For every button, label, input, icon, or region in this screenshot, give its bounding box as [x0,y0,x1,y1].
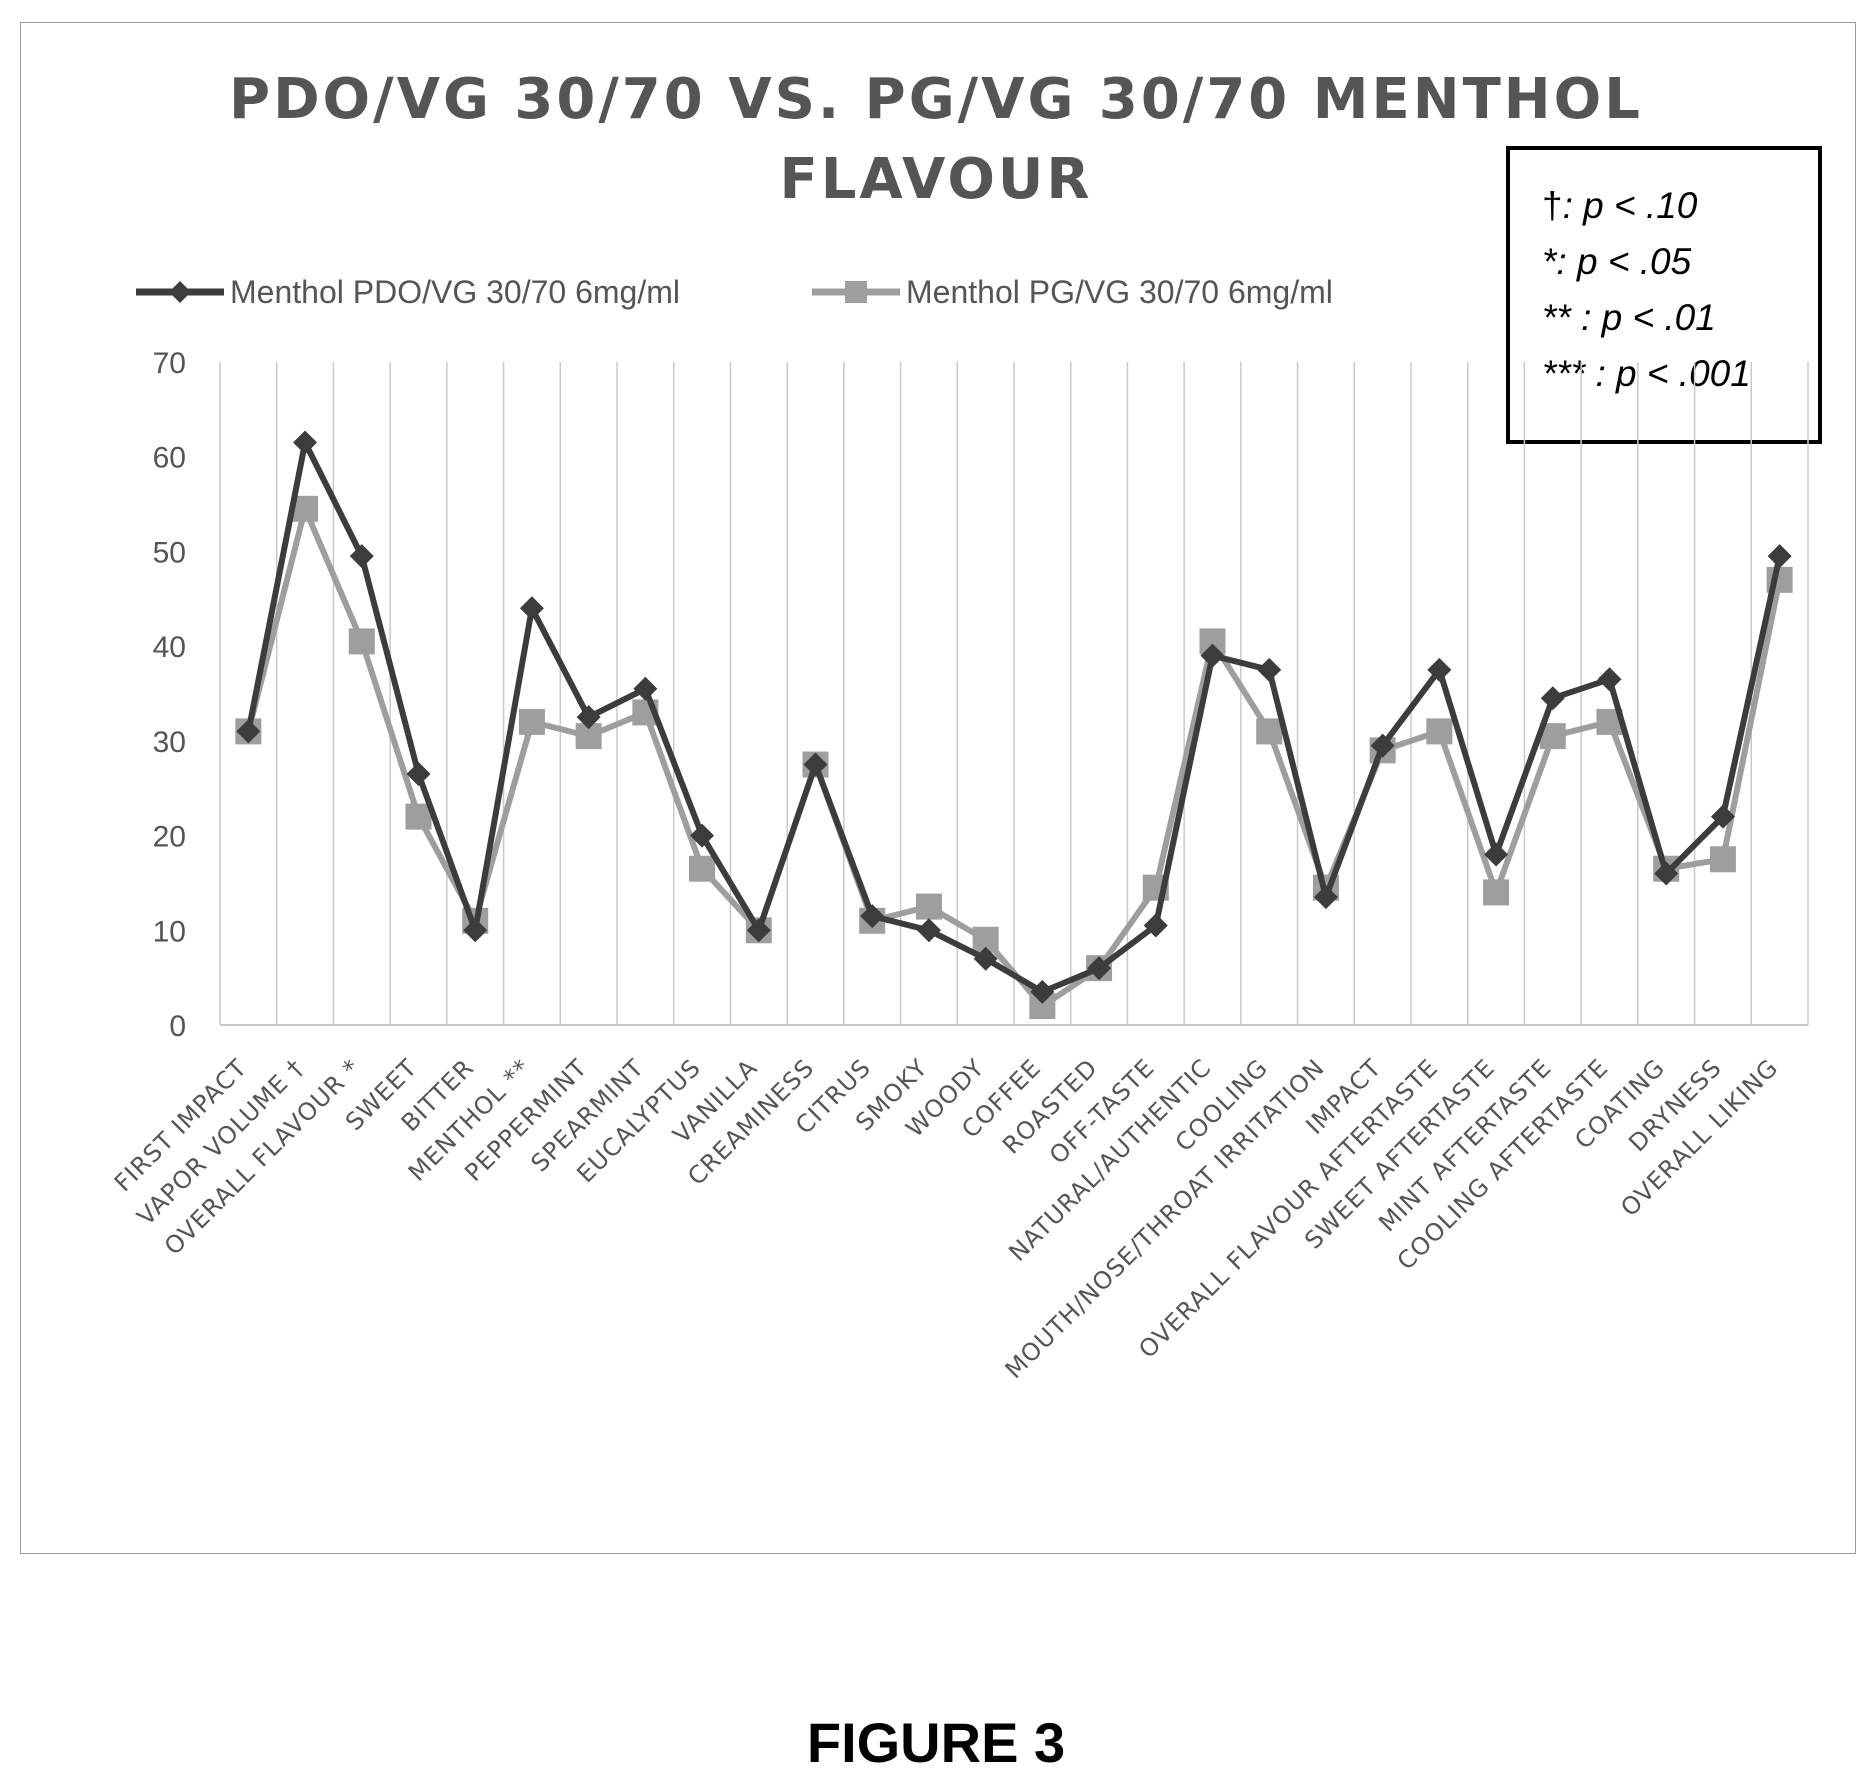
y-tick-label: 30 [153,726,186,759]
y-tick-label: 50 [153,536,186,569]
data-point-diamond [1370,733,1395,758]
figure-caption: FIGURE 3 [806,1711,1066,1774]
data-point-diamond [746,918,771,943]
data-point-diamond [803,752,828,777]
y-tick-label: 60 [153,442,186,475]
data-point-diamond [1030,979,1055,1004]
data-point-diamond [576,705,601,730]
significance-row: ** : p < .01 [1542,297,1716,338]
data-point-diamond [1654,861,1679,886]
data-point-square [1256,718,1283,745]
significance-row: *: p < .05 [1542,241,1692,282]
data-point-diamond [973,946,998,971]
data-point-diamond [236,719,261,744]
significance-box [1506,146,1822,444]
data-point-diamond [1767,544,1792,569]
data-point-diamond [1143,913,1168,938]
data-point-diamond [1484,842,1509,867]
chart-title-line: FLAVOUR [779,147,1092,212]
data-point-diamond [860,904,885,929]
y-tick-label: 70 [153,347,186,380]
data-point-diamond [1257,657,1282,682]
data-point-diamond [1087,956,1112,981]
data-point-diamond [1313,885,1338,910]
legend-marker-square [845,281,867,303]
data-point-square [1709,846,1736,873]
significance-symbol: † [1542,185,1563,226]
data-point-square [1483,879,1510,906]
data-point-diamond [519,596,544,621]
data-point-diamond [916,918,941,943]
significance-threshold: : p < .01 [1571,297,1716,338]
y-tick-label: 20 [153,821,186,854]
legend-label: Menthol PDO/VG 30/70 6mg/ml [230,274,680,310]
significance-row: *** : p < .001 [1542,353,1751,394]
data-point-square [1426,718,1453,745]
data-point-square [518,708,545,735]
y-tick-label: 0 [169,1010,186,1043]
significance-threshold: : p < .05 [1556,241,1691,282]
data-point-diamond [406,762,431,787]
significance-symbol: *** [1542,353,1587,394]
chart-frame [20,22,1856,1554]
data-point-diamond [293,430,318,455]
data-point-diamond [1597,667,1622,692]
data-point-diamond [633,676,658,701]
data-point-square [405,803,432,830]
series-line [245,439,1783,995]
y-tick-label: 40 [153,631,186,664]
data-point-square [689,855,716,882]
data-point-diamond [1427,657,1452,682]
chart-title-line: PDO/VG 30/70 VS. PG/VG 30/70 MENTHOL [229,67,1643,132]
significance-row: †: p < .10 [1542,185,1698,226]
significance-threshold: : p < .001 [1585,353,1751,394]
data-point-diamond [1540,686,1565,711]
legend-label: Menthol PG/VG 30/70 6mg/ml [906,274,1333,310]
data-point-square [915,893,942,920]
data-point-diamond [463,918,488,943]
data-point-square [348,628,375,655]
data-point-diamond [1710,804,1735,829]
significance-symbol: ** [1542,297,1572,338]
significance-symbol: * [1542,241,1558,282]
y-tick-label: 10 [153,915,186,948]
data-point-diamond [1200,643,1225,668]
significance-threshold: : p < .10 [1563,185,1698,226]
data-point-diamond [349,544,374,569]
data-point-diamond [690,823,715,848]
legend-marker-diamond [169,281,191,303]
